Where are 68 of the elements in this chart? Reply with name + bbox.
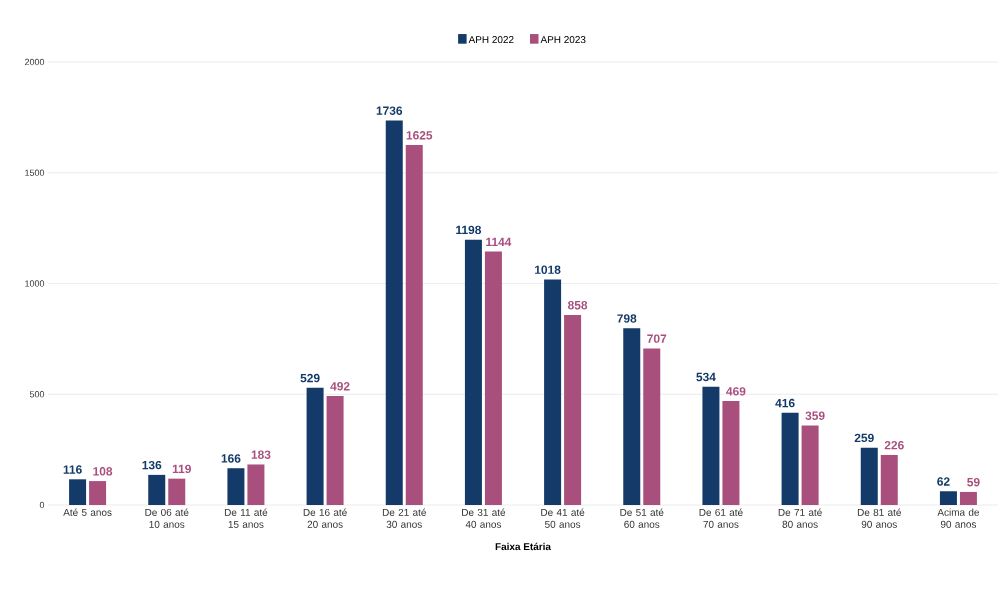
data-label: 119 xyxy=(172,464,191,474)
x-tick-label: De 11 até 15 anos xyxy=(224,508,268,528)
bar xyxy=(89,481,107,505)
bar xyxy=(880,454,898,505)
data-label: 1736 xyxy=(376,106,403,115)
x-tick-label: De 16 até 20 anos xyxy=(303,508,347,528)
x-tick-label: De 21 até 30 anos xyxy=(382,508,426,528)
x-tick-label: De 41 até 50 anos xyxy=(541,508,585,528)
data-label: 59 xyxy=(967,477,980,487)
data-label: 1018 xyxy=(535,265,561,274)
bar xyxy=(643,348,661,505)
bar xyxy=(801,425,819,505)
data-label: 259 xyxy=(854,433,874,443)
y-tick-label: 2000 xyxy=(24,58,45,66)
bar xyxy=(168,478,186,505)
data-label: 226 xyxy=(884,440,904,450)
data-label: 1625 xyxy=(406,131,433,140)
bar xyxy=(405,145,423,505)
bar xyxy=(702,386,720,505)
x-tick-label: Acima de 90 anos xyxy=(937,508,980,528)
data-label: 166 xyxy=(221,454,241,463)
bar xyxy=(69,479,87,505)
data-label: 116 xyxy=(63,465,82,474)
y-tick-label: 1500 xyxy=(25,169,45,176)
data-label: 707 xyxy=(647,334,667,343)
data-label: 798 xyxy=(617,314,637,323)
data-label: 469 xyxy=(726,387,746,396)
bar xyxy=(247,464,265,505)
data-label: 492 xyxy=(330,382,350,391)
data-label: 62 xyxy=(937,477,950,486)
bar xyxy=(781,412,799,505)
bar xyxy=(385,120,403,505)
bar xyxy=(939,491,957,505)
legend-label: APH 2022 xyxy=(468,36,514,44)
bar xyxy=(227,468,245,505)
bar xyxy=(306,387,324,505)
y-tick-label: 1000 xyxy=(25,280,45,287)
y-tick-label: 0 xyxy=(39,501,45,509)
data-label: 136 xyxy=(142,460,162,470)
bar xyxy=(544,279,562,505)
bar xyxy=(722,401,740,505)
x-tick-label: De 06 até 10 anos xyxy=(145,508,189,528)
legend-label: APH 2023 xyxy=(540,36,586,44)
bar xyxy=(623,328,641,505)
x-tick-label: Até 5 anos xyxy=(63,508,112,516)
bar xyxy=(464,239,482,505)
x-axis-title: Faixa Etária xyxy=(495,542,552,551)
bar xyxy=(959,491,977,505)
data-label: 1144 xyxy=(486,237,512,247)
data-label: 416 xyxy=(775,398,795,408)
x-tick-label: De 31 até 40 anos xyxy=(462,508,506,528)
bar xyxy=(326,396,344,505)
bar xyxy=(860,447,878,505)
bar xyxy=(564,314,582,505)
bar xyxy=(148,474,166,505)
y-tick-label: 500 xyxy=(29,391,45,398)
data-label: 1198 xyxy=(456,225,482,235)
data-label: 534 xyxy=(696,372,716,382)
data-label: 183 xyxy=(251,450,271,459)
x-tick-label: De 61 até 70 anos xyxy=(699,508,743,528)
data-label: 858 xyxy=(567,300,588,310)
data-label: 529 xyxy=(300,373,320,383)
x-tick-label: De 71 até 80 anos xyxy=(778,508,822,528)
bar xyxy=(484,251,502,505)
data-label: 108 xyxy=(93,467,113,476)
x-tick-label: De 81 até 90 anos xyxy=(857,508,901,528)
data-label: 359 xyxy=(805,411,825,420)
x-tick-label: De 51 até 60 anos xyxy=(620,508,664,528)
